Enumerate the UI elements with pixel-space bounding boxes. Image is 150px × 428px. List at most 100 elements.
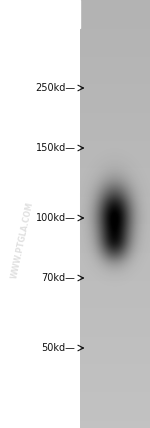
Bar (80, 0, 150, 2)
Bar (80, 412, 150, 414)
Bar (80, 197, 150, 199)
Bar (80, 257, 150, 259)
Bar (80, 67, 150, 69)
Bar (80, 40, 150, 42)
Bar (80, 184, 150, 186)
Bar (80, 84, 150, 86)
Bar (80, 29, 150, 30)
Bar (80, 131, 150, 133)
Bar (80, 87, 150, 89)
Bar (80, 198, 150, 200)
Bar (80, 204, 150, 206)
Bar (80, 26, 150, 28)
Bar (80, 71, 150, 73)
Bar (80, 388, 150, 390)
Bar (80, 282, 150, 285)
Bar (80, 10, 150, 12)
Bar (80, 106, 150, 107)
Bar (80, 53, 150, 55)
Bar (80, 411, 150, 413)
Bar (80, 367, 150, 369)
Bar (80, 374, 150, 376)
Bar (80, 372, 150, 374)
Bar (80, 34, 150, 36)
Bar (80, 154, 150, 156)
Bar (80, 397, 150, 398)
Bar (80, 395, 150, 397)
Bar (80, 12, 150, 13)
Bar (80, 21, 150, 24)
Bar (80, 116, 150, 118)
Bar (80, 94, 150, 96)
Bar (80, 111, 150, 113)
Bar (80, 348, 150, 350)
Bar (80, 352, 150, 354)
Bar (80, 350, 150, 351)
Bar (80, 405, 150, 407)
Bar (80, 146, 150, 148)
Bar (80, 170, 150, 172)
Bar (80, 288, 150, 290)
Bar (80, 153, 150, 155)
Bar (80, 334, 150, 336)
Bar (80, 18, 150, 21)
Bar (80, 357, 150, 359)
Bar (80, 294, 150, 296)
Bar (80, 335, 150, 337)
Bar (80, 394, 150, 396)
Bar (80, 363, 150, 364)
Bar (80, 114, 150, 116)
Bar (80, 134, 150, 136)
Bar (80, 164, 150, 166)
Bar (80, 73, 150, 75)
Bar (80, 1, 150, 3)
Bar (80, 30, 150, 32)
Bar (80, 70, 150, 72)
Bar (80, 200, 150, 202)
Bar (80, 208, 150, 210)
Bar (80, 318, 150, 320)
Bar (80, 160, 150, 162)
Bar (80, 211, 150, 213)
Bar (80, 248, 150, 250)
Bar (80, 375, 150, 377)
Bar (80, 273, 150, 274)
Bar (80, 228, 150, 230)
Bar (80, 24, 150, 26)
Bar (80, 311, 150, 313)
Bar (80, 364, 150, 366)
Bar (80, 351, 150, 353)
Bar (80, 128, 150, 131)
Bar (80, 392, 150, 394)
Bar (80, 422, 150, 424)
Polygon shape (0, 0, 80, 28)
Bar (80, 46, 150, 48)
Bar (80, 202, 150, 205)
Bar (80, 4, 150, 6)
Bar (80, 230, 150, 232)
Bar (80, 358, 150, 360)
Bar (80, 177, 150, 179)
Bar (80, 277, 150, 279)
Bar (80, 178, 150, 180)
Bar (80, 261, 150, 263)
Bar (80, 100, 150, 102)
Bar (80, 368, 150, 370)
Bar (80, 298, 150, 300)
Bar (80, 342, 150, 345)
Bar (80, 245, 150, 247)
Bar (80, 221, 150, 223)
Bar (80, 27, 150, 29)
Bar (80, 303, 150, 304)
Bar (80, 95, 150, 98)
Bar (80, 414, 150, 416)
Bar (80, 150, 150, 152)
Bar (80, 124, 150, 126)
Bar (80, 56, 150, 58)
Bar (80, 223, 150, 225)
Bar (80, 267, 150, 269)
Bar (80, 20, 150, 22)
Bar (80, 68, 150, 71)
Bar (80, 51, 150, 54)
Bar (80, 127, 150, 129)
